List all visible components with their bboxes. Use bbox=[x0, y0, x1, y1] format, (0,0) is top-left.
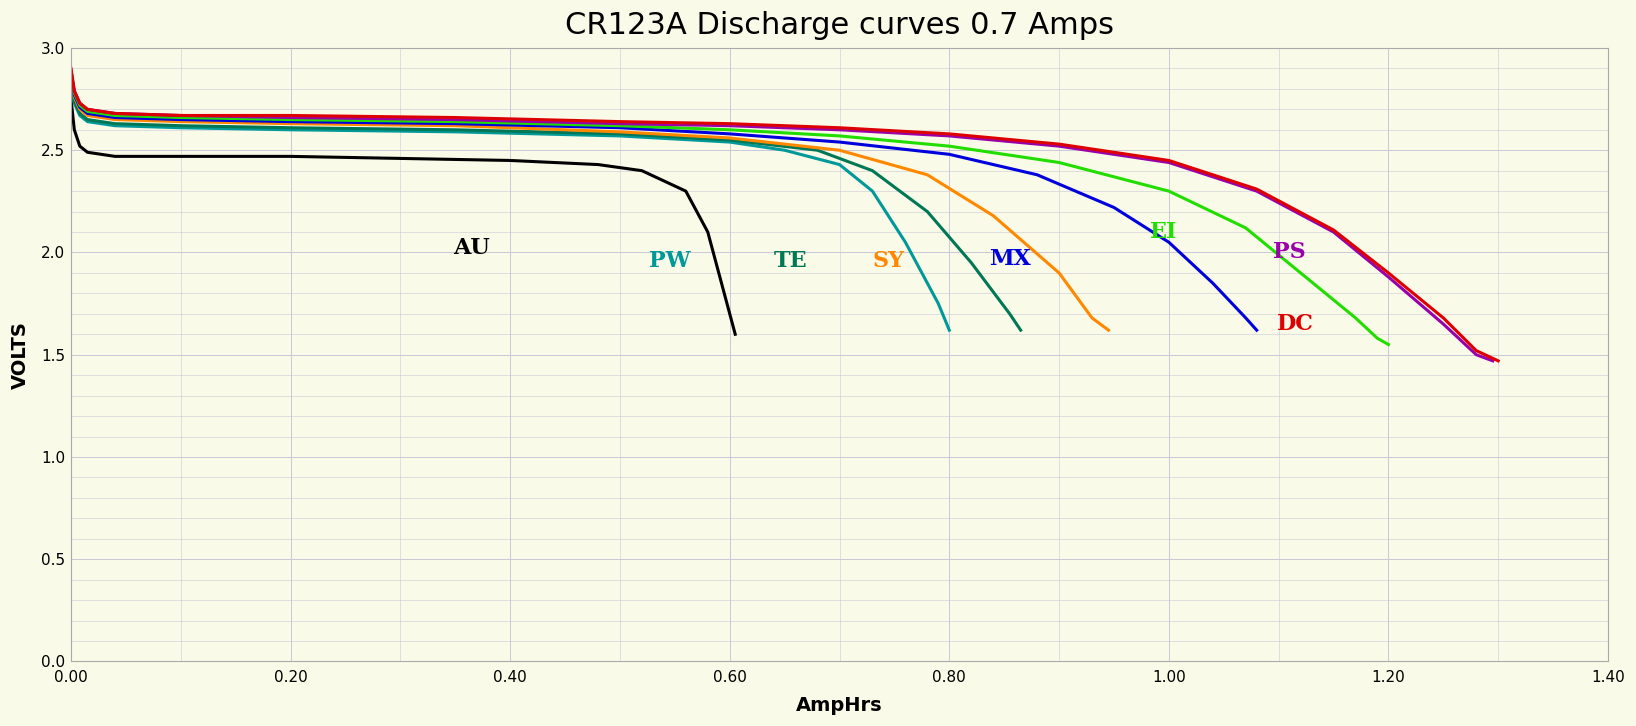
Text: PS: PS bbox=[1273, 242, 1306, 264]
Text: AU: AU bbox=[453, 237, 491, 259]
Title: CR123A Discharge curves 0.7 Amps: CR123A Discharge curves 0.7 Amps bbox=[564, 11, 1114, 40]
Text: PW: PW bbox=[648, 250, 690, 272]
Text: EI: EI bbox=[1150, 221, 1176, 243]
Text: MX: MX bbox=[988, 248, 1031, 269]
Text: DC: DC bbox=[1276, 313, 1314, 335]
Y-axis label: VOLTS: VOLTS bbox=[11, 321, 29, 388]
Text: SY: SY bbox=[874, 250, 905, 272]
Text: TE: TE bbox=[774, 250, 807, 272]
X-axis label: AmpHrs: AmpHrs bbox=[797, 696, 883, 715]
